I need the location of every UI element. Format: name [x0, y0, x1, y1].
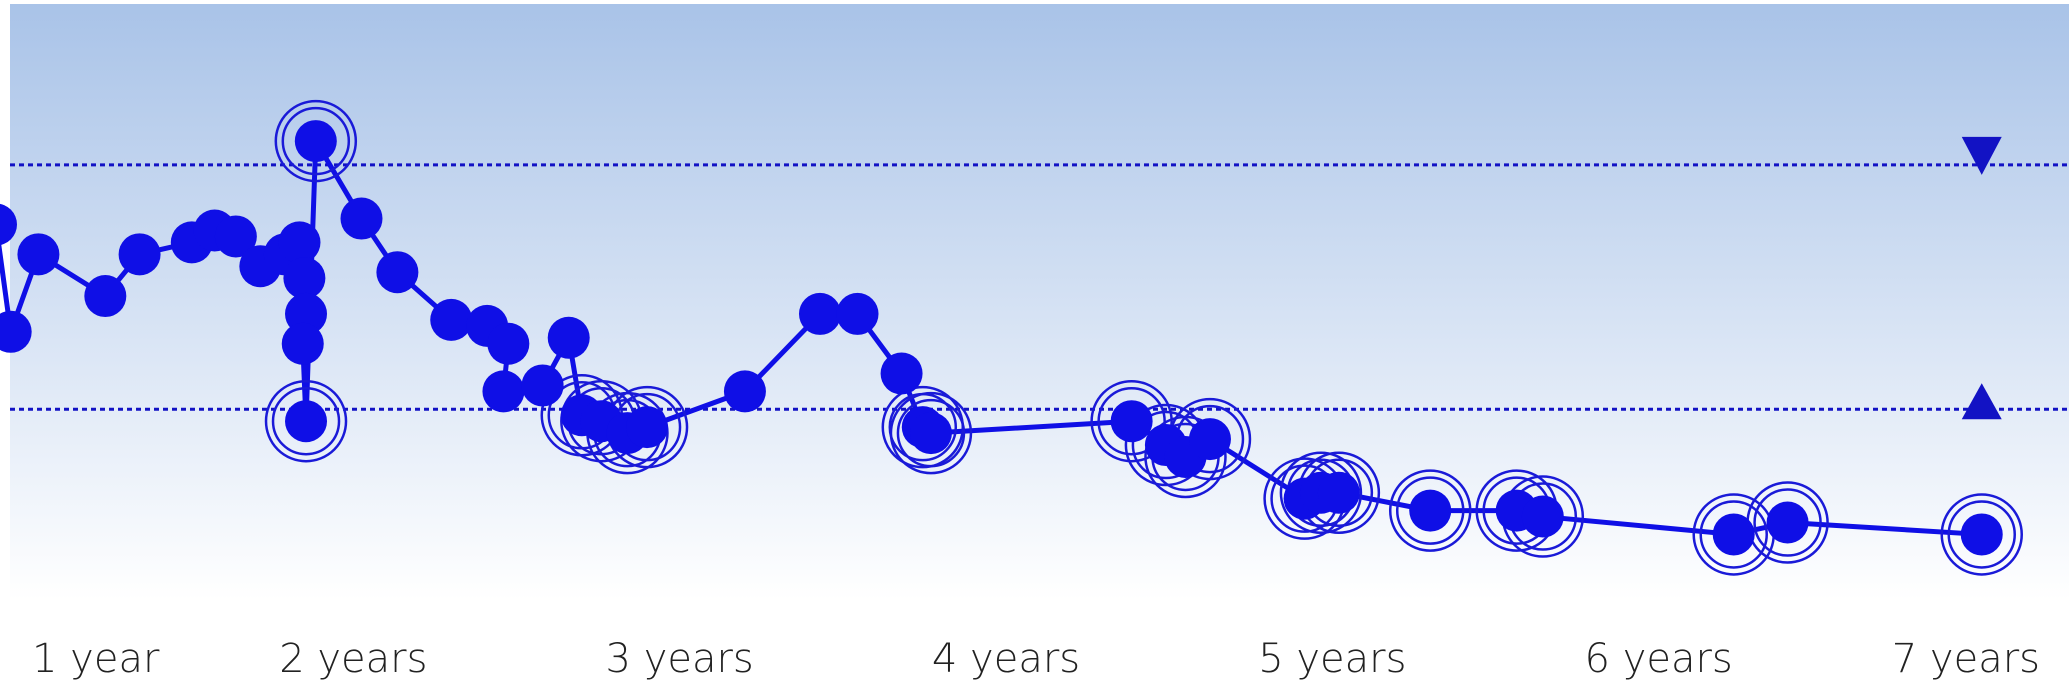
data-point[interactable]	[487, 322, 530, 365]
data-point[interactable]	[0, 203, 17, 246]
data-point[interactable]	[1317, 471, 1360, 514]
data-point[interactable]	[1766, 501, 1809, 544]
highlight-ring-inner	[1699, 500, 1768, 569]
data-point[interactable]	[1188, 418, 1231, 461]
data-point[interactable]	[880, 352, 923, 395]
data-point[interactable]	[547, 316, 590, 359]
data-point[interactable]	[0, 310, 32, 353]
data-point[interactable]	[283, 257, 326, 300]
data-point[interactable]	[430, 298, 473, 341]
data-point[interactable]	[723, 370, 766, 413]
highlight-ring-inner	[1097, 386, 1166, 456]
x-axis-tick-labels: 1 year 2 years 3 years 4 years 5 years 6 year…	[32, 636, 2040, 682]
highlight-ring-inner	[1395, 476, 1465, 545]
highlight-ring-inner	[896, 398, 966, 468]
data-point[interactable]	[1110, 400, 1153, 443]
highlight-ring-inner	[1947, 500, 2016, 569]
data-point[interactable]	[1960, 513, 2003, 556]
data-point[interactable]	[521, 364, 564, 407]
data-point[interactable]	[118, 233, 161, 276]
x-tick-label: 3 years	[606, 636, 754, 682]
reference-lines	[10, 136, 2069, 420]
data-point[interactable]	[482, 370, 525, 413]
x-tick-label: 7 years	[1892, 636, 2040, 682]
reference-marker-lower-icon	[1961, 383, 2002, 420]
data-point[interactable]	[214, 215, 257, 258]
x-tick-label: 2 years	[279, 636, 427, 682]
highlight-ring-outer	[264, 379, 348, 463]
x-tick-label: 1 year	[32, 636, 160, 682]
highlight-ring-outer	[1279, 451, 1363, 534]
x-tick-label: 6 years	[1585, 636, 1733, 682]
highlight-ring-inner	[281, 106, 351, 176]
data-point[interactable]	[798, 292, 841, 335]
data-point[interactable]	[1712, 513, 1755, 556]
data-point[interactable]	[376, 251, 419, 294]
data-point[interactable]	[281, 322, 324, 365]
plot-area-background	[10, 4, 2069, 600]
highlight-ring-outer	[1940, 493, 2023, 576]
series-points	[0, 120, 2003, 556]
data-point[interactable]	[340, 197, 383, 240]
data-point[interactable]	[278, 221, 321, 264]
data-point[interactable]	[1409, 489, 1452, 532]
highlight-ring-inner	[1753, 488, 1822, 557]
data-point[interactable]	[1521, 495, 1564, 538]
highlight-rings	[264, 99, 2023, 576]
data-point[interactable]	[294, 120, 337, 163]
data-point[interactable]	[626, 406, 669, 449]
data-point[interactable]	[836, 292, 879, 335]
highlight-ring-outer	[1388, 469, 1472, 552]
x-tick-label: 4 years	[932, 636, 1080, 682]
reference-marker-upper-icon	[1961, 136, 2002, 175]
highlight-ring-inner	[271, 386, 341, 456]
highlight-ring-outer	[1090, 379, 1173, 463]
highlight-ring-outer	[274, 99, 358, 183]
data-point[interactable]	[285, 400, 328, 443]
data-point[interactable]	[909, 412, 952, 455]
x-tick-label: 5 years	[1258, 636, 1406, 682]
data-point[interactable]	[84, 275, 127, 318]
highlight-ring-outer	[889, 391, 973, 475]
data-point[interactable]	[17, 233, 60, 276]
